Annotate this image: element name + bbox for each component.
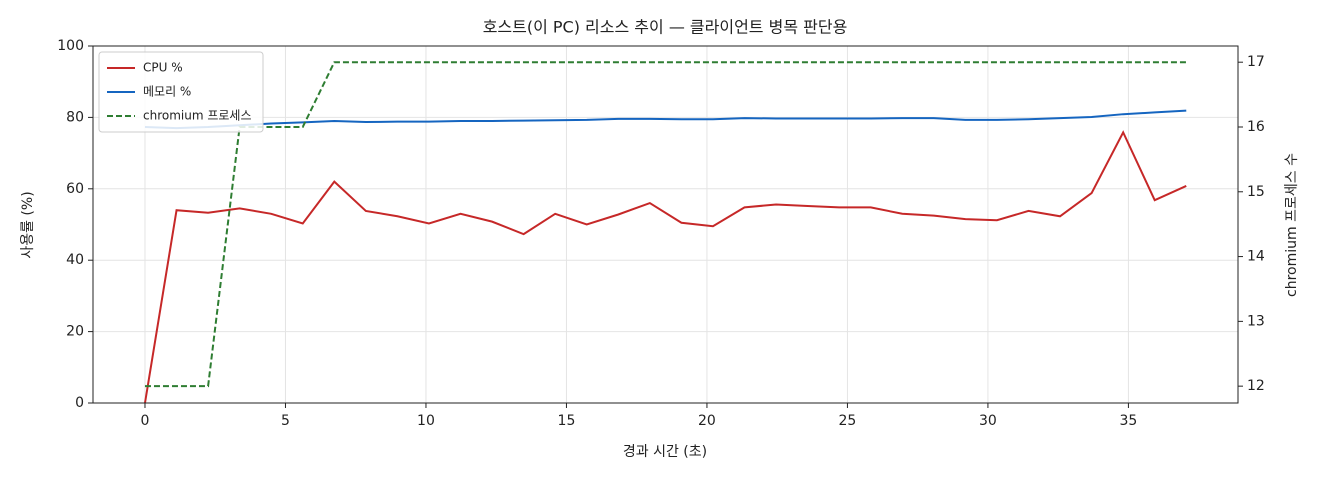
- y-tick-label: 100: [57, 38, 84, 54]
- y-tick-label: 20: [66, 324, 84, 340]
- legend-label: chromium 프로세스: [143, 109, 252, 123]
- plot-frame: [92, 45, 1239, 404]
- y2-tick-label: 15: [1247, 184, 1265, 200]
- x-tick-label: 25: [839, 413, 857, 429]
- x-tick-label: 5: [281, 413, 290, 429]
- y2-tick-label: 16: [1247, 119, 1265, 135]
- y-tick-label: 60: [66, 181, 84, 197]
- legend-box: [98, 51, 264, 133]
- x-tick-label: 35: [1120, 413, 1138, 429]
- y2-tick-label: 12: [1247, 378, 1265, 394]
- y-axis-label: 사용률 (%): [20, 191, 36, 258]
- series-line: [143, 130, 1187, 404]
- x-tick-label: 15: [558, 413, 576, 429]
- series-line: [144, 109, 1187, 130]
- x-axis-label: 경과 시간 (초): [623, 444, 707, 460]
- y-tick-label: 80: [66, 109, 84, 125]
- legend-label: 메모리 %: [143, 85, 191, 99]
- chart-title: 호스트(이 PC) 리소스 추이 — 클라이언트 병목 판단용: [483, 18, 848, 37]
- series-line: [144, 61, 1187, 388]
- y2-tick-label: 13: [1247, 313, 1265, 329]
- y2-tick-label: 14: [1247, 249, 1265, 265]
- y-tick-label: 0: [75, 395, 84, 411]
- y2-axis-label: chromium 프로세스 수: [1284, 153, 1300, 297]
- x-tick-label: 30: [979, 413, 997, 429]
- legend-label: CPU %: [143, 61, 183, 75]
- y-tick-label: 40: [66, 252, 84, 268]
- y2-tick-label: 17: [1247, 54, 1265, 70]
- x-tick-label: 10: [417, 413, 435, 429]
- x-tick-label: 20: [698, 413, 716, 429]
- x-tick-label: 0: [141, 413, 150, 429]
